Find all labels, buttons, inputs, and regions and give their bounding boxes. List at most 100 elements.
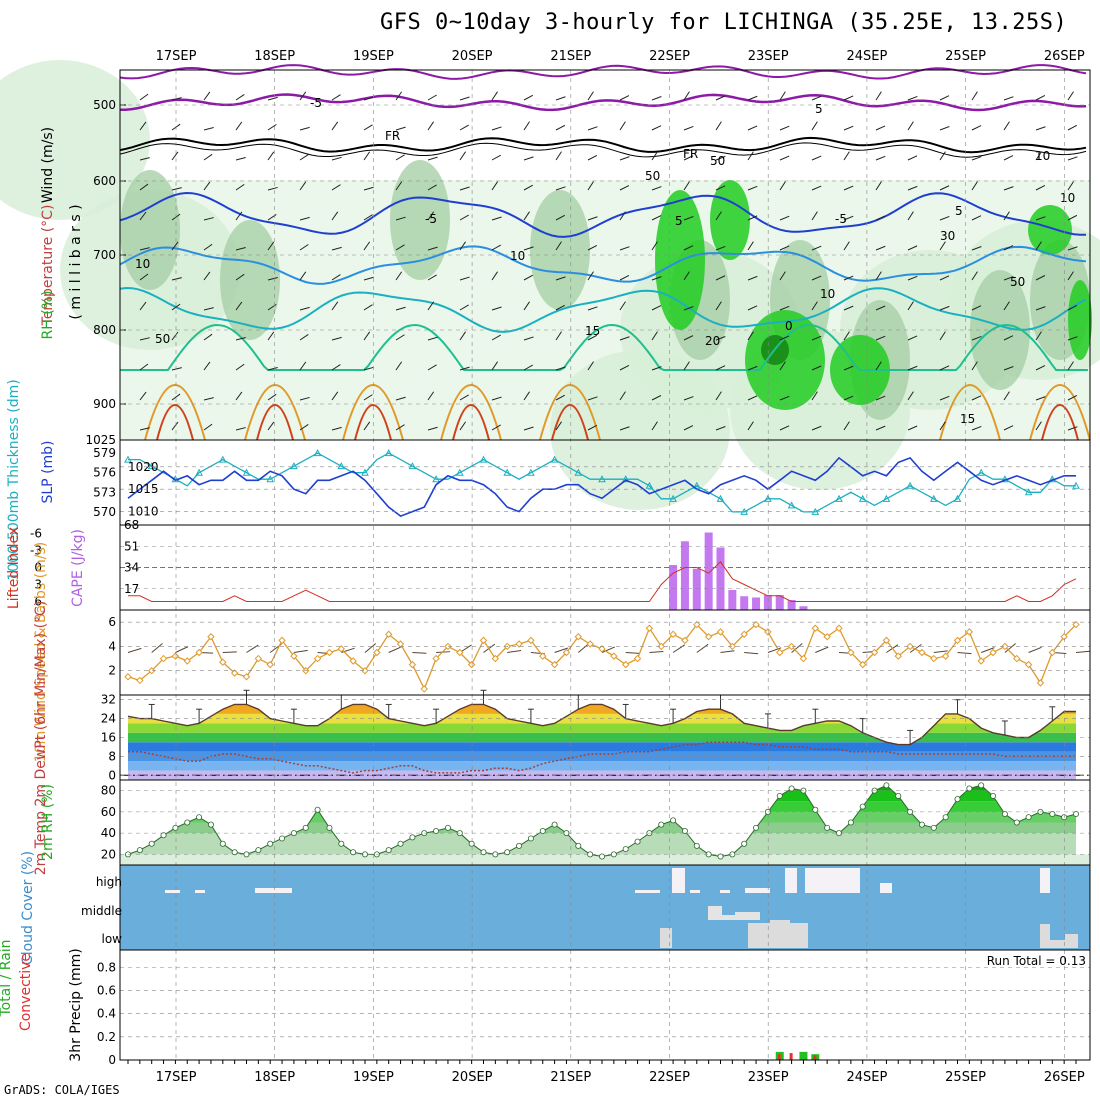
y-tick-label-slp: 1015	[128, 482, 159, 496]
wind-speed-point	[621, 660, 630, 669]
wind-barb	[715, 336, 726, 341]
wind-barb	[715, 155, 726, 161]
wind-speed-point	[396, 640, 405, 648]
contour-label: 20	[705, 334, 720, 348]
wind-barb	[683, 361, 690, 371]
wind-barb	[779, 305, 790, 311]
wind-speed-point	[847, 648, 855, 657]
wind-barb	[331, 156, 342, 161]
ylabel-rh: RH (%)	[40, 291, 56, 340]
wind-barb	[747, 185, 758, 191]
wind-barb	[875, 155, 886, 161]
thickness-point	[787, 501, 796, 509]
wind-speed-point	[1072, 620, 1080, 629]
wind-barb	[683, 335, 694, 341]
wind-barb	[363, 366, 374, 371]
wind-barb-10m	[720, 650, 735, 653]
cape-bar	[763, 595, 772, 610]
wind-barb	[427, 184, 437, 191]
precip-rain-bar	[799, 1051, 808, 1060]
contour-label: 5	[955, 204, 963, 218]
rh-point	[990, 792, 997, 799]
wind-speed-point	[669, 630, 677, 638]
wind-barb	[459, 186, 470, 191]
wind-barb	[427, 246, 438, 251]
wind-barb	[843, 215, 854, 221]
wind-barb	[427, 301, 435, 311]
wind-barb	[523, 211, 530, 221]
contour-label: 50	[710, 154, 725, 168]
wind-barb	[171, 367, 182, 371]
wind-barb	[811, 95, 822, 101]
cloud-low-block	[770, 920, 790, 948]
wind-speed-point	[787, 642, 796, 651]
wind-barb	[779, 271, 786, 281]
wind-speed-point	[361, 667, 369, 675]
wind-barb	[971, 215, 982, 221]
wind-barb	[331, 274, 341, 281]
day-label-top: 24SEP	[846, 49, 887, 64]
rh-point	[954, 796, 961, 803]
day-label-bottom: 20SEP	[452, 1070, 493, 1085]
wind-speed-point	[207, 633, 215, 641]
wind-barb	[427, 211, 435, 221]
wind-barb	[1003, 211, 1010, 221]
y-tick-label-li: 6	[34, 595, 42, 609]
wind-barb	[843, 185, 854, 191]
wind-barb	[395, 244, 405, 251]
wind-barb	[843, 151, 850, 161]
thickness-point	[1024, 488, 1033, 496]
wind-barb	[779, 181, 786, 191]
wind-barb	[235, 211, 243, 221]
contour-label: 50	[1010, 275, 1025, 289]
day-label-bottom: 17SEP	[156, 1070, 197, 1085]
temp-contour-30-3	[452, 404, 490, 441]
wind-speed-point	[704, 633, 713, 641]
thickness-point	[384, 449, 393, 457]
wind-barb	[1067, 124, 1078, 131]
wind-barb	[939, 185, 950, 191]
ylabel-li: Lifted Index	[6, 527, 22, 609]
cloud-mid-block	[735, 912, 760, 920]
wind-barb	[459, 366, 470, 371]
rh-point	[812, 806, 819, 813]
wind-barb	[395, 216, 406, 221]
wind-barb	[907, 365, 918, 371]
wind-barb	[267, 151, 275, 161]
panel-wind-bg	[120, 610, 1090, 695]
wind-barb	[427, 364, 437, 371]
rh-point	[290, 830, 297, 837]
rh-point	[788, 785, 795, 792]
precip-conv-bar	[789, 1053, 793, 1060]
wind-barb	[395, 361, 403, 371]
ylabel-slp: SLP (mb)	[40, 440, 56, 503]
ylabel-wind10m: 10m Wind Speed & Barbs (m/s)	[33, 542, 49, 762]
thickness-point	[313, 449, 322, 457]
wind-barb	[651, 151, 658, 161]
wind-speed-point	[716, 628, 725, 636]
wind-barb	[683, 271, 690, 281]
wind-barb	[747, 241, 754, 251]
day-label-top: 18SEP	[254, 49, 295, 64]
wind-barb	[683, 245, 694, 251]
series-thickness-line	[128, 452, 1076, 513]
day-label-top: 21SEP	[550, 49, 591, 64]
wind-speed-point	[586, 640, 594, 648]
wind-barb	[235, 301, 243, 311]
wind-barb	[171, 97, 182, 101]
wind-barb	[267, 186, 278, 191]
cape-bar	[740, 596, 749, 610]
temp-band	[128, 723, 1076, 733]
wind-barb	[1067, 271, 1074, 281]
wind-barb	[459, 304, 469, 311]
y-tick-label-temp: 24	[101, 712, 116, 726]
thickness-point	[669, 494, 677, 502]
wind-barb	[555, 366, 566, 371]
wind-barb	[1003, 155, 1014, 161]
wind-barb	[939, 305, 950, 311]
thickness-point	[550, 455, 559, 463]
rh-point	[397, 840, 404, 847]
wind-barb	[267, 393, 277, 401]
wind-barb	[779, 395, 790, 401]
ylabel-precip-total: Total / Rain	[0, 939, 14, 1017]
